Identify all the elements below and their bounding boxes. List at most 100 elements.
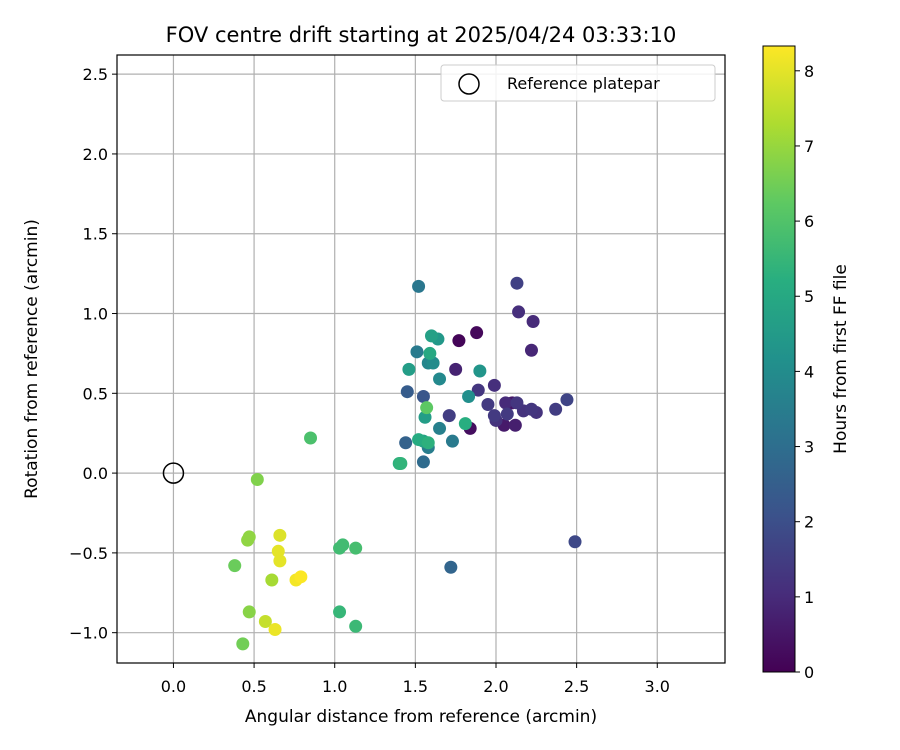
reference-platepar-marker: [162, 462, 185, 484]
legend-entry-reference-platepar: Reference platepar: [507, 74, 660, 93]
colorbar-tick-label: 3: [804, 438, 814, 457]
data-point: [568, 535, 582, 549]
data-point: [242, 605, 256, 619]
data-point: [410, 345, 424, 359]
data-point: [273, 554, 287, 568]
data-point: [500, 407, 514, 421]
data-point: [424, 329, 438, 343]
data-point: [268, 622, 282, 636]
x-tick-label: 0.0: [161, 677, 186, 696]
data-point: [560, 393, 574, 407]
y-axis-label: Rotation from reference (arcmin): [22, 219, 42, 499]
colorbar-tick-label: 6: [804, 212, 814, 231]
legend-box: [440, 64, 716, 102]
colorbar: 0 1 2 3 4 5 6 7 8 Hours from first FF file: [762, 45, 851, 682]
data-point: [524, 402, 538, 416]
colorbar-tick-label: 2: [804, 513, 814, 532]
data-point: [349, 541, 363, 555]
colorbar-ticks: 0 1 2 3 4 5 6 7 8: [795, 62, 814, 682]
y-tick-label: 2.0: [83, 145, 108, 164]
data-point: [236, 637, 250, 651]
y-tick-label: −1.0: [69, 624, 108, 643]
data-point: [510, 396, 524, 410]
data-point: [423, 346, 437, 360]
data-point: [508, 418, 522, 432]
y-axis-ticks: −1.0 −0.5 0.0 0.5 1.0 1.5 2.0 2.5: [69, 65, 117, 643]
x-tick-label: 2.0: [483, 677, 508, 696]
data-point: [433, 421, 447, 435]
y-tick-label: 1.0: [83, 305, 108, 324]
x-axis-label: Angular distance from reference (arcmin): [245, 707, 597, 727]
data-point: [228, 559, 242, 573]
data-point: [349, 619, 363, 633]
data-point: [526, 314, 540, 328]
colorbar-tick-label: 0: [804, 663, 814, 682]
data-point: [336, 538, 350, 552]
data-point: [462, 390, 476, 404]
legend-marker-icon: [458, 73, 480, 95]
data-point: [400, 385, 414, 399]
data-point: [241, 533, 255, 547]
data-point: [444, 560, 458, 574]
data-point: [416, 390, 430, 404]
y-tick-label: 0.5: [83, 384, 108, 403]
data-point: [412, 279, 426, 293]
reference-marker: [162, 462, 185, 484]
data-point: [458, 417, 472, 431]
x-tick-label: 1.0: [322, 677, 347, 696]
colorbar-tick-label: 5: [804, 287, 814, 306]
data-point: [258, 615, 272, 629]
data-point: [449, 362, 463, 376]
data-point: [471, 383, 485, 397]
x-axis-ticks: 0.0 0.5 1.0 1.5 2.0 2.5 3.0: [161, 663, 670, 696]
data-point: [333, 605, 347, 619]
data-point: [452, 334, 466, 348]
data-point: [512, 305, 526, 319]
y-tick-label: 1.5: [83, 225, 108, 244]
data-points: [228, 276, 582, 651]
colorbar-tick-label: 7: [804, 137, 814, 156]
data-point: [418, 410, 432, 424]
data-point: [421, 436, 435, 450]
data-point: [433, 372, 447, 386]
data-point: [524, 343, 538, 357]
data-point: [481, 397, 495, 411]
data-point: [510, 276, 524, 290]
colorbar-tick-label: 1: [804, 588, 814, 607]
x-tick-label: 3.0: [645, 677, 670, 696]
colorbar-label: Hours from first FF file: [831, 264, 851, 454]
plot-frame: [116, 54, 726, 664]
colorbar-gradient: [762, 45, 796, 673]
data-point: [499, 396, 513, 410]
data-point: [549, 402, 563, 416]
x-tick-label: 0.5: [241, 677, 266, 696]
chart-title: FOV centre drift starting at 2025/04/24 …: [166, 23, 677, 47]
data-point: [273, 528, 287, 542]
y-tick-label: 0.0: [83, 464, 108, 483]
x-tick-label: 2.5: [564, 677, 589, 696]
data-point: [294, 570, 308, 584]
data-point: [416, 455, 430, 469]
data-point: [399, 436, 413, 450]
data-point: [271, 544, 285, 558]
data-point: [420, 401, 434, 415]
colorbar-tick-label: 4: [804, 362, 814, 381]
data-point: [487, 409, 501, 423]
x-tick-label: 1.5: [403, 677, 428, 696]
y-tick-label: −0.5: [69, 544, 108, 563]
data-point: [470, 326, 484, 340]
data-point: [304, 431, 318, 445]
y-tick-label: 2.5: [83, 65, 108, 84]
legend: Reference platepar: [440, 64, 716, 102]
data-point: [394, 457, 408, 471]
colorbar-tick-label: 8: [804, 62, 814, 81]
data-point: [487, 378, 501, 392]
data-point: [265, 573, 279, 587]
data-point: [442, 409, 456, 423]
data-point: [402, 362, 416, 376]
data-point: [473, 364, 487, 378]
data-point: [445, 434, 459, 448]
data-point: [250, 472, 264, 486]
